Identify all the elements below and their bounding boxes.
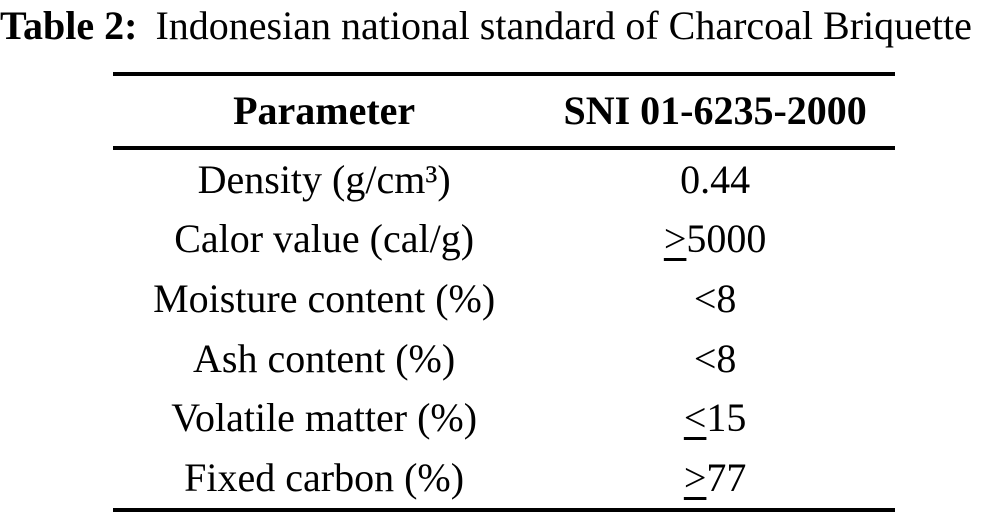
value-cell: >77	[683, 454, 747, 500]
value-cell: >5000	[663, 216, 767, 262]
table-row: Calor value (cal/g) >5000	[113, 210, 895, 270]
value-cell: <8	[693, 275, 737, 321]
parameter-cell: Density (g/cm³)	[197, 156, 451, 202]
parameter-cell: Moisture content (%)	[153, 275, 496, 321]
table-row: Volatile matter (%) <15	[113, 388, 895, 448]
table-row: Density (g/cm³) 0.44	[113, 150, 895, 210]
table-row: Fixed carbon (%) >77	[113, 448, 895, 508]
column-header-sni-standard: SNI 01-6235-2000	[563, 88, 867, 133]
standards-table: Parameter SNI 01-6235-2000 Density (g/cm…	[113, 72, 895, 512]
table-caption: Table 2: Indonesian national standard of …	[0, 0, 1008, 52]
parameter-cell: Volatile matter (%)	[171, 395, 478, 441]
table-header-row: Parameter SNI 01-6235-2000	[113, 76, 895, 150]
table-caption-label: Table 2:	[0, 3, 138, 48]
value-cell: <15	[683, 395, 747, 441]
parameter-cell: Ash content (%)	[193, 335, 456, 381]
table-row: Ash content (%) <8	[113, 329, 895, 389]
parameter-cell: Fixed carbon (%)	[184, 454, 465, 500]
column-header-parameter: Parameter	[233, 88, 416, 133]
parameter-cell: Calor value (cal/g)	[174, 216, 475, 262]
value-cell: 0.44	[680, 156, 751, 202]
table-row: Moisture content (%) <8	[113, 269, 895, 329]
table-caption-text: Indonesian national standard of Charcoal…	[155, 3, 972, 48]
value-cell: <8	[693, 335, 737, 381]
